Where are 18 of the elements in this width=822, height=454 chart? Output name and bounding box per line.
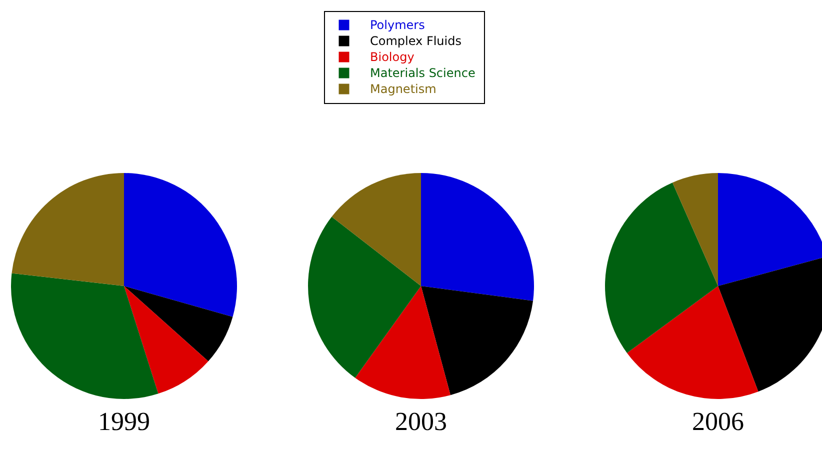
pie-slice <box>124 286 208 394</box>
text: 2006 <box>692 407 744 436</box>
legend-label: Biology <box>370 50 414 64</box>
legend-label: Magnetism <box>370 82 436 96</box>
legend-label: Materials Science <box>370 66 476 80</box>
pie-slice <box>124 173 237 317</box>
pie-slice <box>332 173 421 286</box>
legend-label: Polymers <box>370 18 425 32</box>
pie-slice <box>421 286 534 396</box>
pie-slice <box>124 286 233 362</box>
pie-slice <box>355 286 450 399</box>
text: 2003 <box>395 407 447 436</box>
legend-label: Complex Fluids <box>370 34 462 48</box>
pie-slice <box>421 173 534 301</box>
text: 1999 <box>98 407 150 436</box>
pie-slice <box>308 216 421 378</box>
pie-slice <box>11 273 158 399</box>
pie-slice <box>12 173 124 286</box>
